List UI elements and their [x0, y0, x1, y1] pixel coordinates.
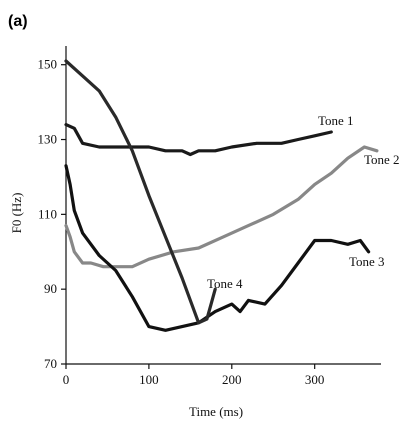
series-labels: Tone 1 Tone 2 Tone 3 Tone 4 [207, 113, 400, 291]
series-line-tone-3 [64, 164, 371, 332]
x-axis-label: Time (ms) [189, 404, 243, 419]
x-tick-label: 300 [305, 372, 325, 387]
panel-label: (a) [8, 13, 28, 30]
y-axis-ticks: 70 90 110 130 150 [38, 57, 66, 371]
y-tick-label: 110 [38, 206, 57, 221]
series-label-tone-3: Tone 3 [349, 254, 385, 269]
y-tick-label: 150 [38, 57, 58, 72]
x-tick-label: 0 [63, 372, 70, 387]
x-axis-ticks: 0 100 200 300 [63, 364, 325, 387]
series-line-tone-4 [64, 59, 217, 325]
x-tick-label: 100 [139, 372, 159, 387]
y-tick-label: 130 [38, 132, 58, 147]
series-label-tone-1: Tone 1 [318, 113, 354, 128]
series-layer [64, 59, 379, 332]
series-label-tone-4: Tone 4 [207, 276, 243, 291]
series-label-tone-2: Tone 2 [364, 152, 400, 167]
series-line-tone-1 [64, 122, 333, 157]
y-tick-label: 90 [44, 281, 57, 296]
x-tick-label: 200 [222, 372, 242, 387]
y-axis-label: F0 (Hz) [9, 193, 24, 234]
y-tick-label: 70 [44, 356, 57, 371]
series-line-tone-2 [64, 145, 379, 269]
